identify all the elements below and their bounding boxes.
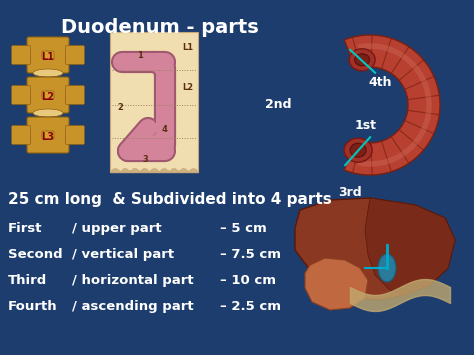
- Text: L2: L2: [42, 92, 55, 102]
- FancyBboxPatch shape: [11, 126, 30, 144]
- Text: Second: Second: [8, 248, 63, 261]
- Text: L3: L3: [42, 132, 55, 142]
- Text: 2: 2: [117, 104, 123, 113]
- Text: L2: L2: [182, 83, 193, 93]
- Ellipse shape: [344, 138, 372, 162]
- FancyBboxPatch shape: [11, 45, 30, 65]
- Text: – 7.5 cm: – 7.5 cm: [220, 248, 281, 261]
- Text: 4: 4: [162, 126, 168, 135]
- Text: – 2.5 cm: – 2.5 cm: [220, 300, 281, 313]
- Text: / vertical part: / vertical part: [72, 248, 174, 261]
- Text: / horizontal part: / horizontal part: [72, 274, 193, 287]
- Text: 1: 1: [137, 50, 143, 60]
- Text: 4th: 4th: [368, 76, 392, 89]
- FancyBboxPatch shape: [27, 117, 69, 153]
- Polygon shape: [344, 35, 440, 175]
- Text: L1: L1: [42, 52, 55, 62]
- Polygon shape: [365, 198, 455, 295]
- Ellipse shape: [355, 54, 370, 66]
- FancyBboxPatch shape: [27, 77, 69, 113]
- FancyBboxPatch shape: [65, 45, 84, 65]
- FancyBboxPatch shape: [42, 131, 54, 139]
- FancyBboxPatch shape: [42, 91, 54, 99]
- Ellipse shape: [378, 254, 396, 282]
- Text: L1: L1: [182, 44, 193, 53]
- FancyBboxPatch shape: [65, 86, 84, 104]
- Text: Fourth: Fourth: [8, 300, 58, 313]
- FancyBboxPatch shape: [11, 86, 30, 104]
- FancyBboxPatch shape: [65, 126, 84, 144]
- Ellipse shape: [33, 109, 63, 117]
- Text: 3rd: 3rd: [338, 186, 362, 200]
- Text: – 5 cm: – 5 cm: [220, 222, 267, 235]
- Polygon shape: [305, 258, 368, 310]
- Text: 25 cm long  & Subdivided into 4 parts: 25 cm long & Subdivided into 4 parts: [8, 192, 332, 207]
- FancyBboxPatch shape: [42, 51, 54, 59]
- Ellipse shape: [350, 143, 366, 157]
- Ellipse shape: [33, 69, 63, 77]
- Text: Third: Third: [8, 274, 47, 287]
- Text: First: First: [8, 222, 43, 235]
- Text: 3: 3: [142, 155, 148, 164]
- Polygon shape: [295, 198, 455, 300]
- Text: 2nd: 2nd: [265, 98, 291, 111]
- Text: – 10 cm: – 10 cm: [220, 274, 276, 287]
- Text: Duodenum - parts: Duodenum - parts: [61, 18, 259, 37]
- Text: / upper part: / upper part: [72, 222, 162, 235]
- Text: / ascending part: / ascending part: [72, 300, 193, 313]
- Text: 1st: 1st: [354, 119, 376, 132]
- Ellipse shape: [349, 49, 375, 71]
- FancyBboxPatch shape: [27, 37, 69, 73]
- FancyBboxPatch shape: [110, 32, 198, 172]
